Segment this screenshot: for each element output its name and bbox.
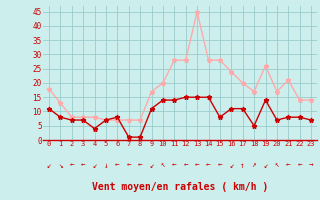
Text: ↗: ↗	[252, 160, 256, 170]
Text: ↑: ↑	[240, 160, 245, 170]
Text: ↖: ↖	[161, 160, 165, 170]
Text: ←: ←	[138, 160, 142, 170]
Text: ←: ←	[81, 160, 85, 170]
Text: ↓: ↓	[104, 160, 108, 170]
Text: ←: ←	[126, 160, 131, 170]
Text: ↙: ↙	[149, 160, 154, 170]
Text: ↙: ↙	[92, 160, 97, 170]
Text: →: →	[309, 160, 313, 170]
Text: ←: ←	[195, 160, 199, 170]
Text: ←: ←	[172, 160, 177, 170]
Text: ←: ←	[286, 160, 291, 170]
Text: ←: ←	[218, 160, 222, 170]
Text: Vent moyen/en rafales ( km/h ): Vent moyen/en rafales ( km/h )	[92, 182, 268, 192]
Text: ←: ←	[69, 160, 74, 170]
Text: ↙: ↙	[263, 160, 268, 170]
Text: ↙: ↙	[47, 160, 51, 170]
Text: ↖: ↖	[275, 160, 279, 170]
Text: ↘: ↘	[58, 160, 63, 170]
Text: ←: ←	[115, 160, 120, 170]
Text: ↙: ↙	[229, 160, 234, 170]
Text: ←: ←	[183, 160, 188, 170]
Text: ←: ←	[206, 160, 211, 170]
Text: ←: ←	[297, 160, 302, 170]
